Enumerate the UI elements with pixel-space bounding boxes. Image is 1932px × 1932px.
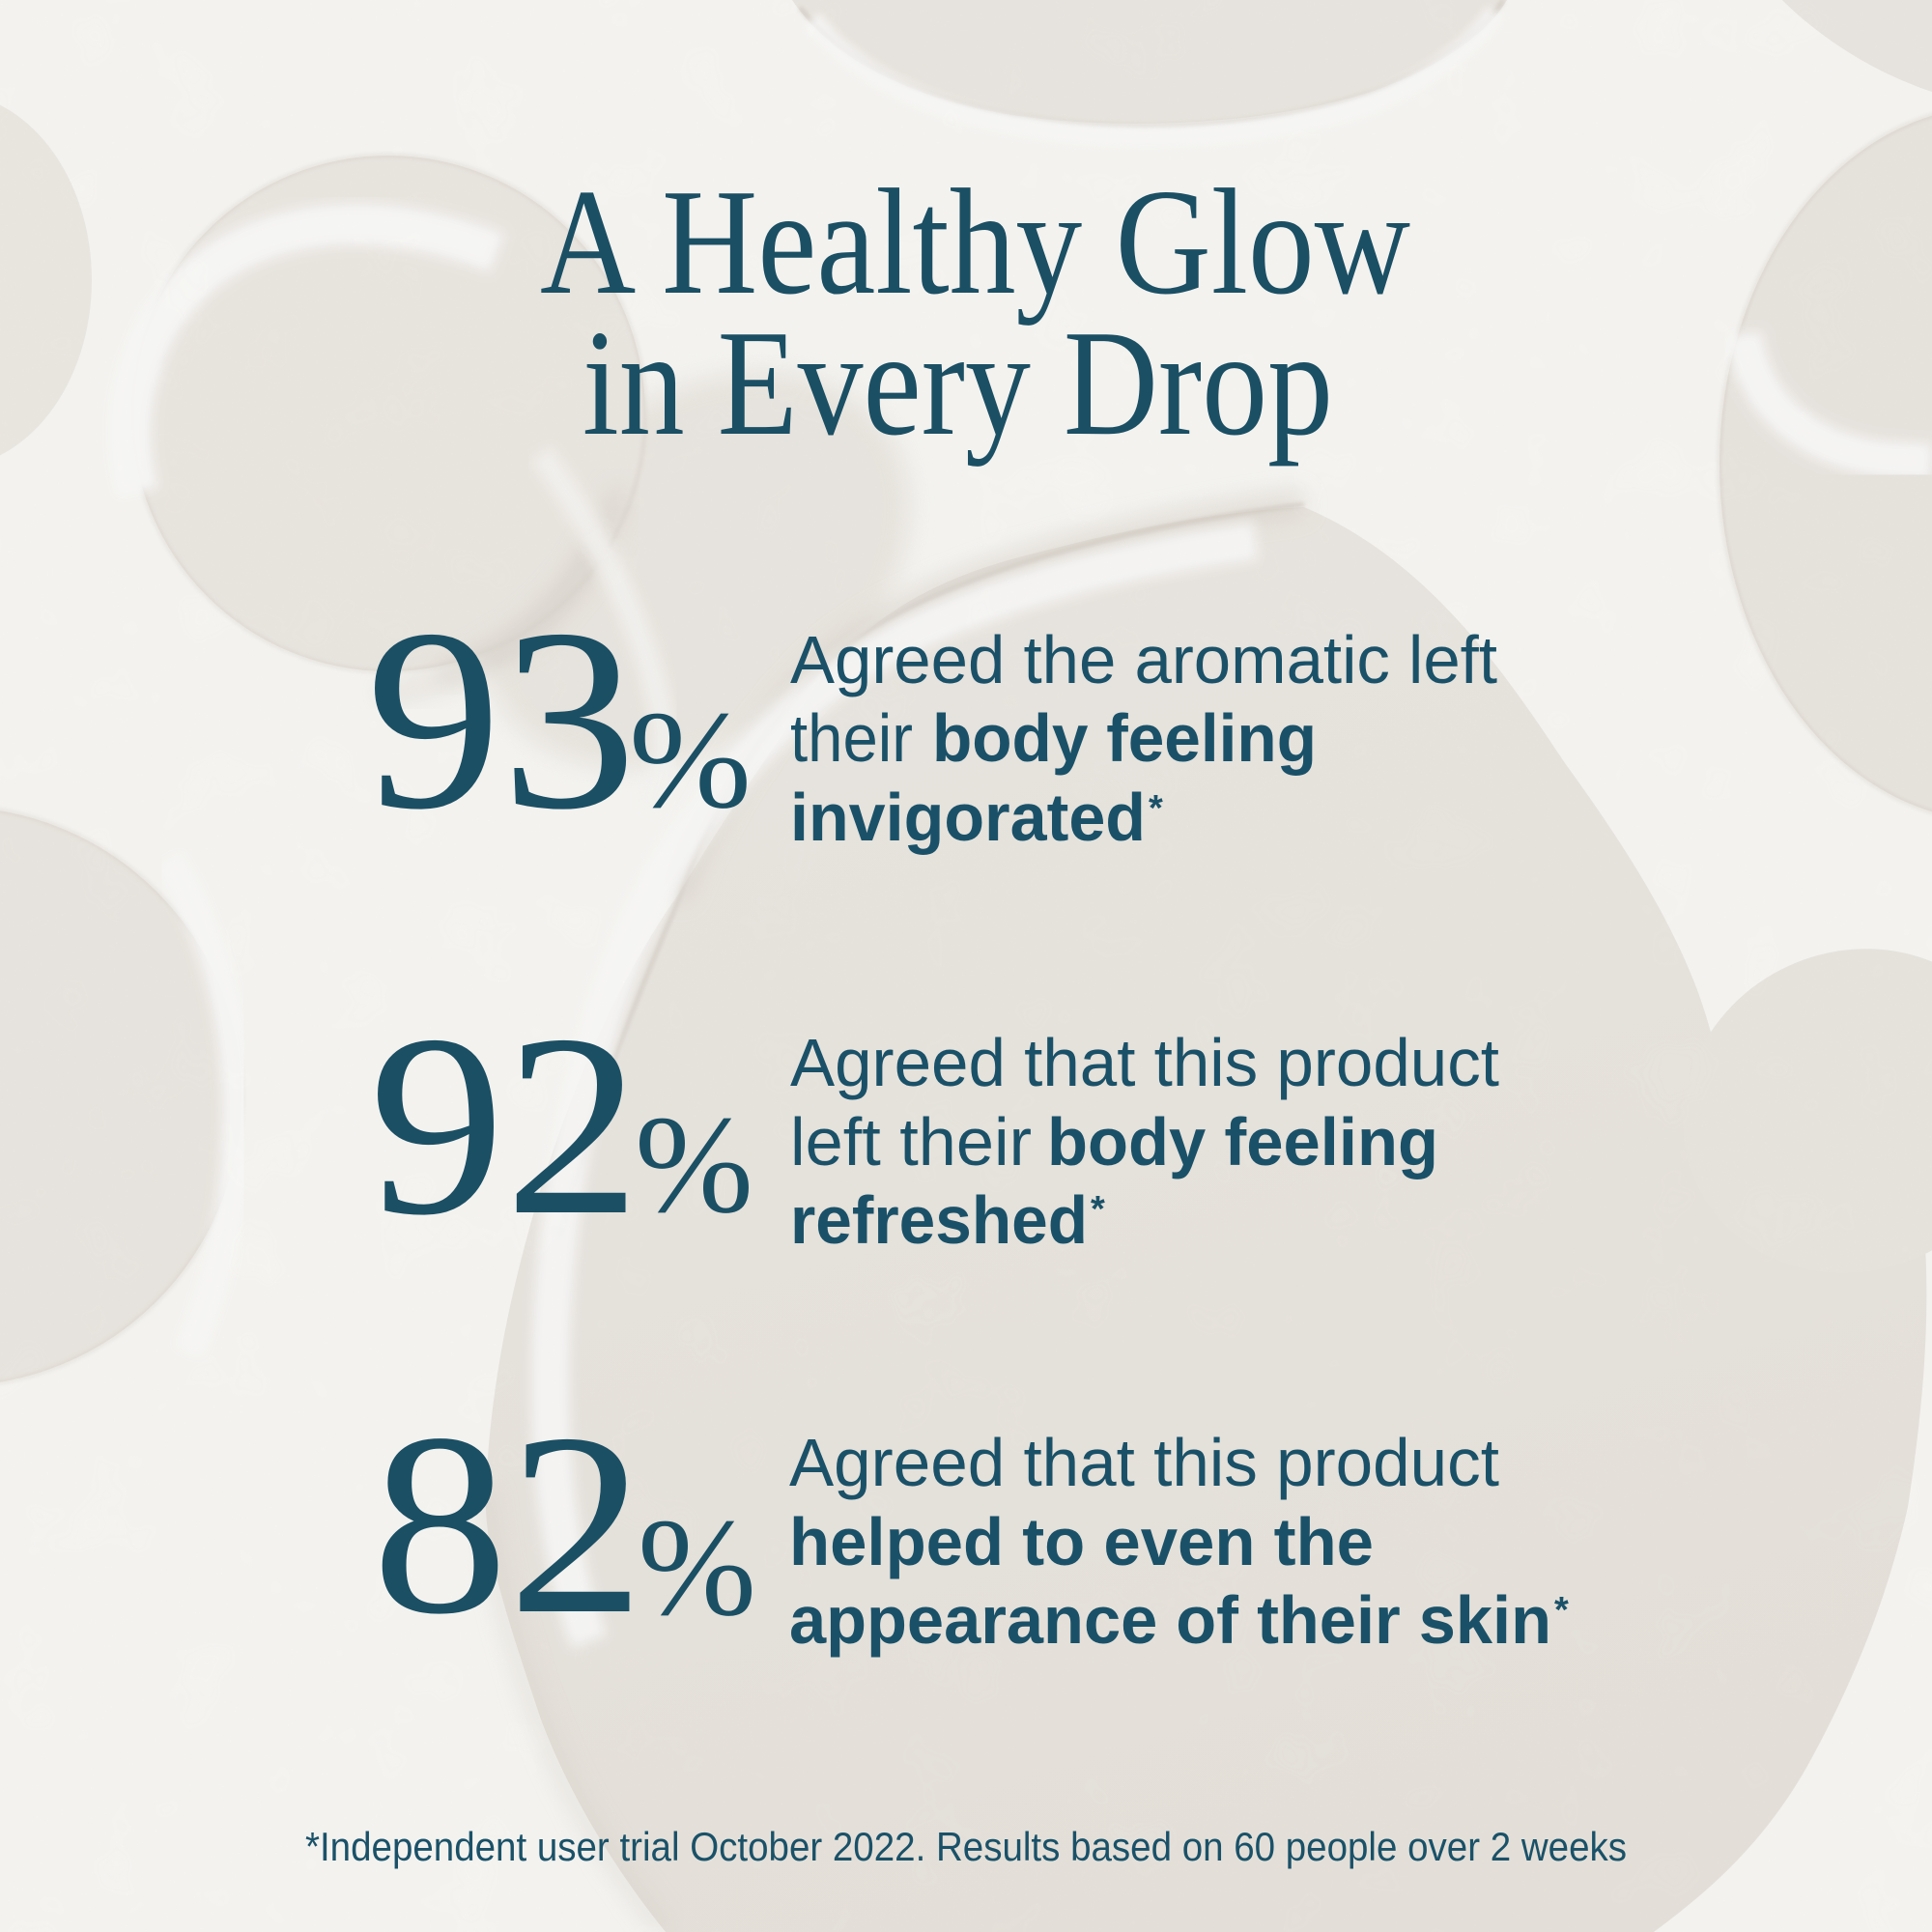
svg-text:*Independent user trial Octobe: *Independent user trial October 2022. Re… xyxy=(305,1824,1627,1869)
svg-text:refreshed: refreshed xyxy=(790,1182,1088,1258)
svg-text:*: * xyxy=(1554,1590,1569,1631)
svg-text:%: % xyxy=(629,683,752,838)
svg-text:82: 82 xyxy=(372,1380,644,1668)
svg-text:in Every Drop: in Every Drop xyxy=(582,298,1333,467)
svg-text:invigorated: invigorated xyxy=(790,780,1146,855)
svg-text:Agreed that this product: Agreed that this product xyxy=(789,1425,1499,1500)
svg-text:helped to even the: helped to even the xyxy=(789,1504,1374,1579)
svg-text:body feeling: body feeling xyxy=(932,700,1317,776)
svg-text:%: % xyxy=(638,1491,756,1645)
svg-text:92: 92 xyxy=(369,981,640,1269)
svg-text:*: * xyxy=(1091,1189,1105,1230)
svg-text:*: * xyxy=(1149,788,1163,829)
svg-text:A Healthy Glow: A Healthy Glow xyxy=(540,157,1410,326)
svg-text:their: their xyxy=(790,700,913,776)
svg-text:93: 93 xyxy=(366,576,637,864)
svg-text:appearance of their skin: appearance of their skin xyxy=(789,1582,1551,1658)
svg-text:%: % xyxy=(635,1088,753,1242)
svg-text:Agreed the aromatic left: Agreed the aromatic left xyxy=(790,622,1497,697)
svg-text:left their: left their xyxy=(790,1104,1032,1179)
svg-text:body feeling: body feeling xyxy=(1047,1104,1438,1179)
svg-text:Agreed that this product: Agreed that this product xyxy=(790,1025,1499,1100)
